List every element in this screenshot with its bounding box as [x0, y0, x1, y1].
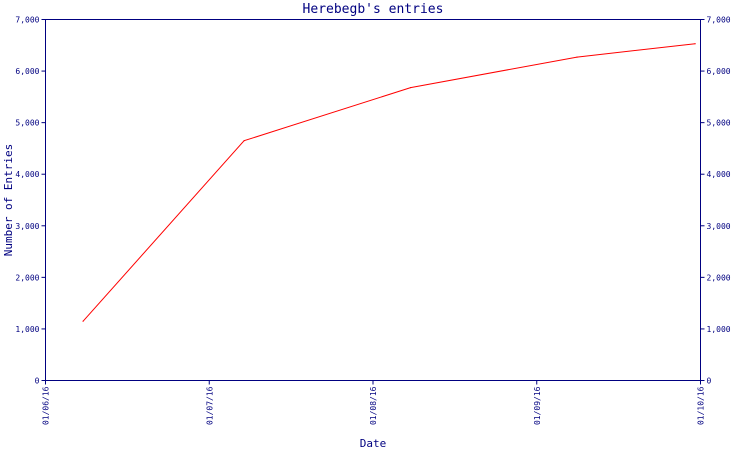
y-tick-label-left: 4,000: [15, 170, 39, 179]
y-tick-label-left: 1,000: [15, 325, 39, 334]
y-axis-right: 0 1,000 2,000 3,000 4,000 5,000 6,000 7,000: [700, 16, 731, 386]
y-axis-left: 0 1,000 2,000 3,000 4,000 5,000 6,000 7,000: [15, 16, 46, 386]
data-point: [243, 140, 245, 142]
y-tick-label-right: 1,000: [707, 325, 731, 334]
x-axis-title: Date: [360, 437, 387, 450]
y-tick-label-right: 7,000: [707, 16, 731, 25]
y-tick-label-right: 2,000: [707, 273, 731, 282]
y-tick-label-right: 3,000: [707, 222, 731, 231]
x-tick-label: 01/09/16: [533, 386, 542, 425]
x-tick-label: 01/08/16: [369, 386, 378, 425]
y-axis-title: Number of Entries: [2, 144, 15, 257]
data-point: [576, 56, 578, 58]
series-group: [82, 43, 696, 322]
data-point: [694, 43, 696, 45]
y-tick-label-left: 0: [35, 377, 40, 386]
x-axis: 01/06/16 01/07/16 01/08/16 01/09/16 01/10/16: [42, 380, 706, 425]
chart-title: Herebegb's entries: [303, 2, 444, 17]
y-tick-label-right: 6,000: [707, 67, 731, 76]
x-tick-label: 01/06/16: [42, 386, 51, 425]
data-point: [409, 86, 412, 89]
x-tick-label: 01/07/16: [205, 386, 214, 425]
data-point: [82, 320, 84, 322]
y-tick-label-left: 2,000: [15, 273, 39, 282]
x-tick-label: 01/10/16: [697, 386, 706, 425]
plot-frame: [45, 19, 701, 381]
y-tick-label-right: 0: [707, 377, 712, 386]
y-tick-label-left: 6,000: [15, 67, 39, 76]
y-tick-label-left: 5,000: [15, 119, 39, 128]
y-tick-label-left: 3,000: [15, 222, 39, 231]
y-tick-label-right: 5,000: [707, 119, 731, 128]
series-line: [82, 43, 696, 322]
y-tick-label-right: 4,000: [707, 170, 731, 179]
y-tick-label-left: 7,000: [15, 16, 39, 25]
